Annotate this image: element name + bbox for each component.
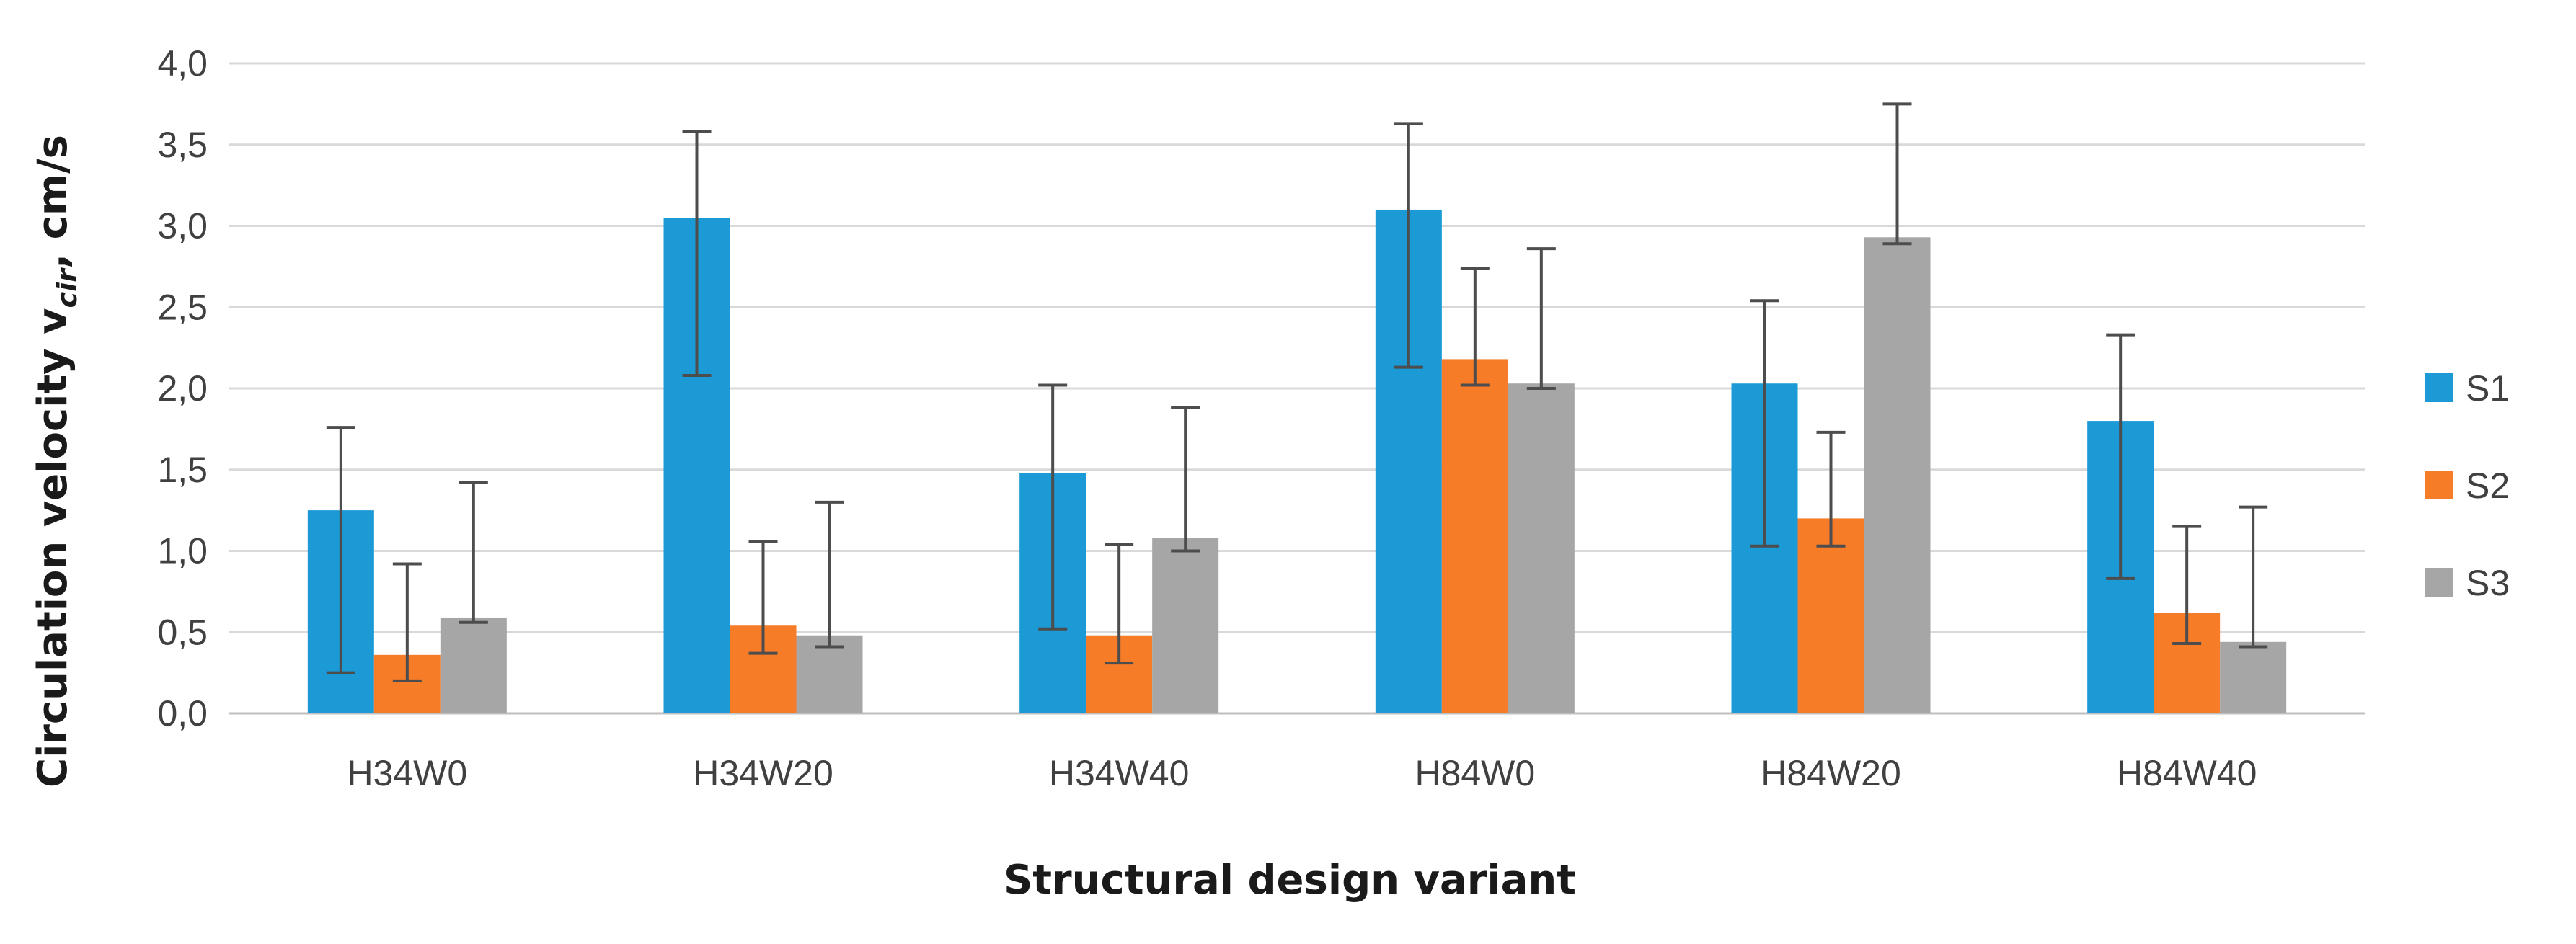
- y-tick-label: 4,0: [157, 43, 208, 84]
- y-tick-label: 1,5: [157, 450, 208, 490]
- y-axis-title: Circulation velocity vcir, cm/s: [30, 135, 83, 788]
- y-axis-title-unit: , cm/s: [30, 135, 76, 269]
- x-tick-label: H84W20: [1761, 753, 1901, 793]
- bar-s2-h84w0: [1441, 359, 1508, 713]
- bar-s3-h34w0: [440, 617, 507, 713]
- legend-label-s3: S3: [2466, 563, 2510, 603]
- y-tick-label: 2,5: [157, 287, 208, 327]
- gridlines: [229, 62, 2365, 715]
- x-tick-label: H84W0: [1415, 753, 1535, 793]
- bar-s2-h84w20: [1797, 518, 1864, 713]
- x-tick-label: H34W0: [347, 753, 467, 793]
- y-axis-title-subscript: cir: [51, 267, 83, 308]
- y-tick-label: 1,0: [157, 531, 208, 571]
- x-tick-label: H34W40: [1049, 753, 1190, 793]
- bar-s3-h84w0: [1508, 383, 1575, 713]
- bar-s3-h34w40: [1152, 538, 1219, 713]
- x-axis-title: Structural design variant: [1004, 857, 1576, 904]
- bar-s3-h84w40: [2220, 641, 2287, 713]
- bar-s3-h84w20: [1864, 237, 1931, 713]
- y-tick-label: 2,0: [157, 368, 208, 409]
- y-tick-label: 3,5: [157, 125, 208, 165]
- error-bars: [326, 102, 2268, 682]
- legend-label-s2: S2: [2466, 466, 2510, 506]
- x-axis-ticks: H34W0 H34W20 H34W40 H84W0 H84W20 H84W40: [347, 753, 2257, 793]
- legend-swatch-s1: [2425, 373, 2453, 402]
- bars: [307, 209, 2287, 714]
- y-tick-label: 0,0: [157, 693, 208, 734]
- y-tick-label: 3,0: [157, 206, 208, 246]
- legend: S1 S2 S3: [2425, 368, 2510, 603]
- legend-swatch-s2: [2425, 471, 2453, 499]
- bar-s3-h34w20: [796, 635, 863, 713]
- legend-label-s1: S1: [2466, 368, 2510, 409]
- y-tick-label: 0,5: [157, 612, 208, 652]
- x-tick-label: H84W40: [2117, 753, 2257, 793]
- legend-swatch-s3: [2425, 568, 2453, 597]
- x-tick-label: H34W20: [693, 753, 833, 793]
- y-axis-ticks: 0,0 0,5 1,0 1,5 2,0 2,5 3,0 3,5 4,0: [157, 43, 208, 734]
- y-axis-title-main: Circulation velocity v: [30, 308, 76, 788]
